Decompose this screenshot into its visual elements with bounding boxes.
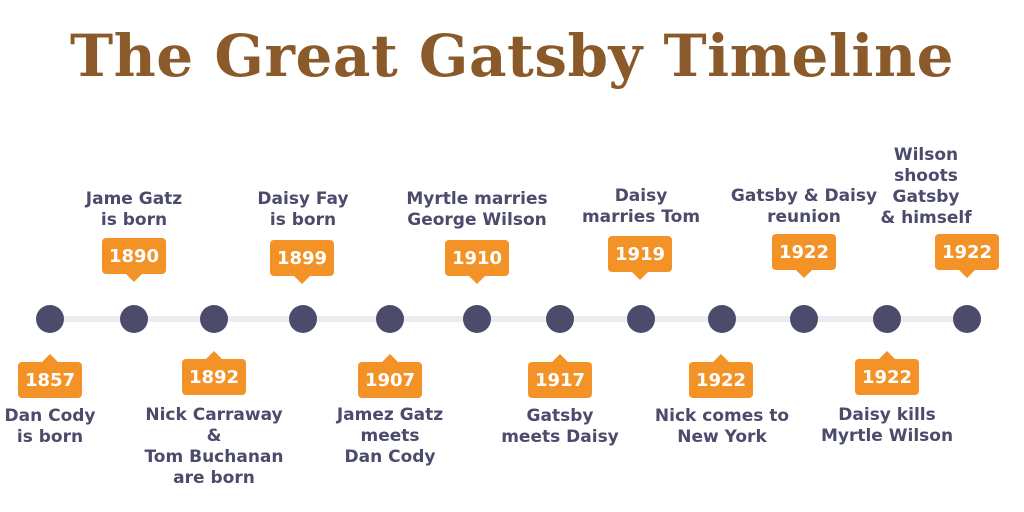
year-badge: 1890 [102,238,166,282]
timeline-dot [953,305,981,333]
event-label: Daisy marries Tom [581,186,701,227]
event-label: Gatsby meets Daisy [501,406,619,447]
year-badge: 1919 [608,236,672,280]
timeline-dot [627,305,655,333]
year-badge: 1892 [182,351,246,395]
event-label: Gatsby & Daisy reunion [730,186,878,227]
timeline-dot [546,305,574,333]
event-label: Nick Carraway & Tom Buchanan are born [144,405,284,488]
timeline-dot [36,305,64,333]
year-badge: 1922 [689,354,753,398]
event-label: Jame Gatz is born [85,189,183,230]
year-badge: 1917 [528,354,592,398]
year-badge: 1922 [772,234,836,278]
timeline-dot [463,305,491,333]
event-label: Wilson shoots Gatsby & himself [880,145,972,228]
timeline-dot [708,305,736,333]
year-badge: 1922 [935,234,999,278]
event-label: Daisy kills Myrtle Wilson [820,405,954,446]
event-label: Jamez Gatz meets Dan Cody [336,405,444,467]
timeline-line [40,316,980,322]
year-badge: 1910 [445,240,509,284]
year-badge: 1857 [18,354,82,398]
event-label: Myrtle marries George Wilson [406,189,548,230]
event-label: Dan Cody is born [4,406,96,447]
timeline-dot [376,305,404,333]
timeline-dot [873,305,901,333]
timeline-dot [200,305,228,333]
year-badge: 1907 [358,354,422,398]
page-title: The Great Gatsby Timeline [69,22,955,90]
event-label: Nick comes to New York [654,406,790,447]
year-badge: 1922 [855,351,919,395]
event-label: Daisy Fay is born [257,189,349,230]
timeline-dot [790,305,818,333]
timeline-dot [120,305,148,333]
timeline-dot [289,305,317,333]
year-badge: 1899 [270,240,334,284]
